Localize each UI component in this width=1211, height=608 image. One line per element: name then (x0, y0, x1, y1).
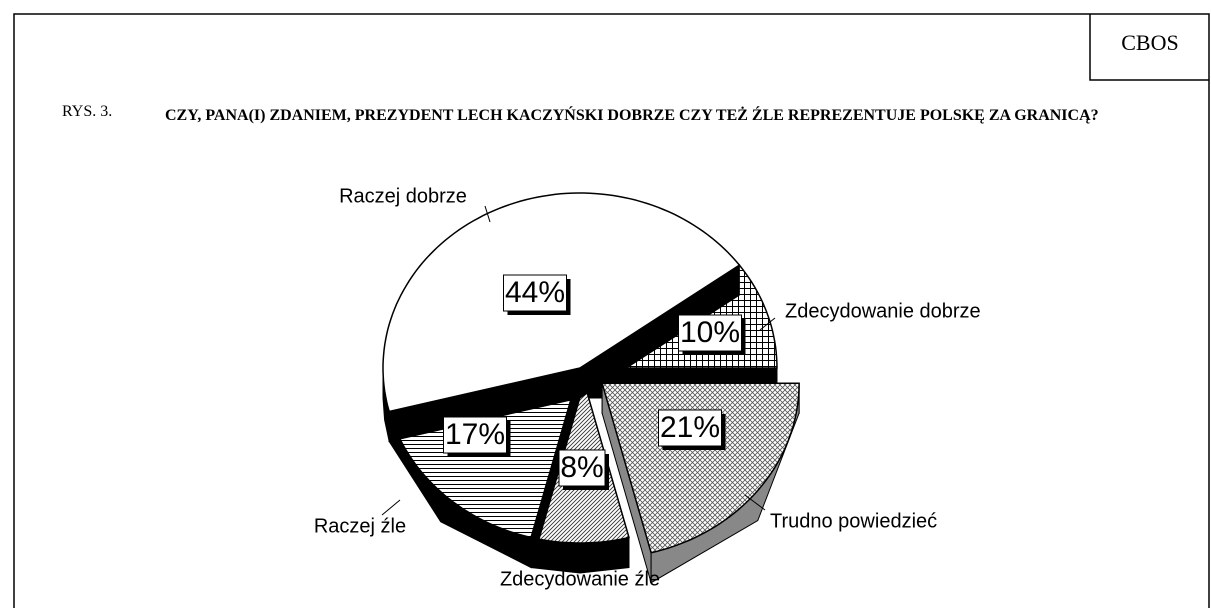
chart-title: CZY, PANA(I) ZDANIEM, PREZYDENT LECH KAC… (165, 107, 1099, 124)
value-label: 17% (445, 418, 505, 451)
slice (601, 382, 800, 554)
value-label: 44% (505, 276, 565, 309)
category-label: Raczej dobrze (339, 185, 467, 207)
figure-number: RYS. 3. (62, 103, 113, 120)
value-label-box (443, 416, 507, 454)
leader-line (484, 205, 491, 223)
value-label-box (658, 409, 722, 447)
leader-line (744, 494, 766, 511)
cbos-box (1089, 14, 1209, 81)
source: CBOS (1121, 30, 1179, 55)
frame (13, 13, 1210, 608)
leader-line (381, 499, 401, 516)
value-label: 21% (660, 411, 720, 444)
value-label-box (503, 274, 567, 312)
category-label: Trudno powiedzieć (770, 510, 937, 532)
pie: 10% Zdecydowanie dobrze 21% Trudno powiedzi… (314, 185, 981, 590)
leader-line (759, 317, 776, 331)
value-label: 10% (680, 316, 740, 349)
category-label: Raczej źle (314, 515, 406, 537)
value-label: 8% (560, 451, 603, 484)
category-label: Zdecydowanie źle (500, 568, 660, 590)
value-label-box (678, 314, 742, 352)
value-label-box (558, 449, 606, 487)
category-label: Zdecydowanie dobrze (785, 300, 981, 322)
